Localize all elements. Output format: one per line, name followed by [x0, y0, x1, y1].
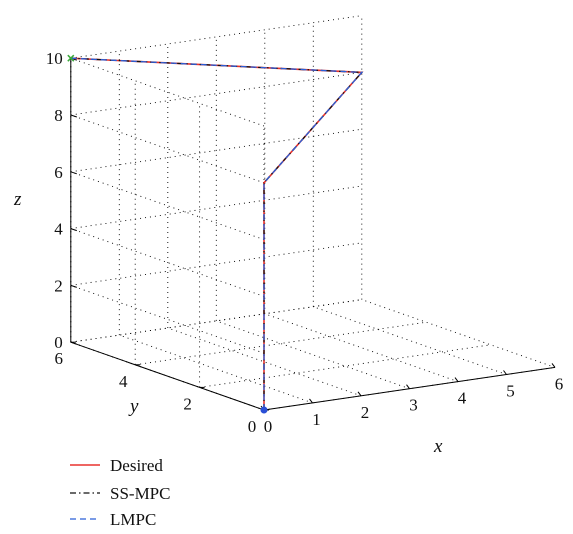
z-tick-mark	[70, 341, 77, 345]
x-tick-label: 6	[555, 374, 564, 393]
y-tick-label: 6	[55, 349, 64, 368]
end-marker	[67, 54, 75, 62]
x-tick-label: 4	[458, 389, 467, 408]
grid-line-floor-x	[361, 299, 556, 368]
y-axis-line	[70, 341, 265, 411]
x-tick-label: 3	[409, 396, 418, 415]
series-lmpc	[70, 57, 364, 410]
grid-line-back-z	[70, 242, 362, 286]
y-tick-label: 0	[248, 417, 257, 436]
x-tick-label: 1	[312, 410, 321, 429]
grid-line-left-z	[70, 171, 265, 241]
z-tick-label: 8	[54, 106, 63, 125]
z-tick-mark	[70, 171, 77, 175]
grid-line-floor-x	[264, 313, 459, 383]
z-tick-label: 2	[54, 276, 63, 295]
z-tick-label: 0	[54, 333, 63, 352]
grid-line-left-z	[70, 228, 265, 297]
z-tick-mark	[70, 228, 77, 232]
grid-line-back-z	[70, 71, 362, 116]
x-tick-mark	[357, 391, 362, 397]
grid-line-back-z	[70, 299, 362, 343]
legend: Desired SS-MPC LMPC	[70, 456, 170, 529]
label-layer: x y z	[13, 189, 443, 457]
marker-layer	[67, 54, 268, 414]
x-tick-label: 2	[361, 403, 370, 422]
legend-label-ss-mpc: SS-MPC	[110, 484, 170, 503]
legend-label-desired: Desired	[110, 456, 163, 475]
start-marker	[260, 406, 268, 414]
z-tick-mark	[70, 284, 77, 288]
series-layer	[70, 57, 364, 410]
x-tick-mark	[551, 363, 556, 368]
grid-line-floor-x	[313, 306, 507, 375]
grid-line-floor-x	[216, 320, 410, 390]
grid-line-back-z	[70, 185, 362, 230]
grid-line-floor-x	[167, 327, 362, 397]
y-tick-label: 2	[183, 394, 192, 413]
x-tick-label: 5	[506, 382, 515, 401]
grid-line-floor-y	[135, 321, 427, 366]
legend-label-lmpc: LMPC	[110, 510, 156, 529]
x-axis-label: x	[433, 436, 443, 457]
x-tick-mark	[503, 370, 507, 375]
grid-line-back-z	[70, 15, 362, 59]
grid-line-left-z	[70, 57, 265, 127]
grid-line-back-z	[70, 128, 362, 173]
x-tick-mark	[309, 398, 313, 404]
y-tick-label: 4	[119, 372, 128, 391]
z-tick-label: 10	[46, 49, 63, 68]
x-tick-mark	[454, 377, 459, 382]
z-axis-label: z	[13, 189, 22, 210]
z-tick-label: 6	[54, 163, 63, 182]
x-tick-label: 0	[264, 417, 273, 436]
grid-line-floor-x	[119, 334, 313, 404]
grid-line-left-z	[70, 114, 265, 184]
y-axis-label: y	[128, 396, 139, 417]
grid-line-floor-y	[199, 344, 491, 388]
z-tick-mark	[70, 114, 77, 118]
x-tick-mark	[406, 384, 410, 390]
grid-layer	[70, 15, 556, 411]
z-tick-label: 4	[54, 220, 63, 239]
grid-line-floor-y	[70, 299, 362, 343]
grid-line-left-z	[70, 284, 265, 354]
